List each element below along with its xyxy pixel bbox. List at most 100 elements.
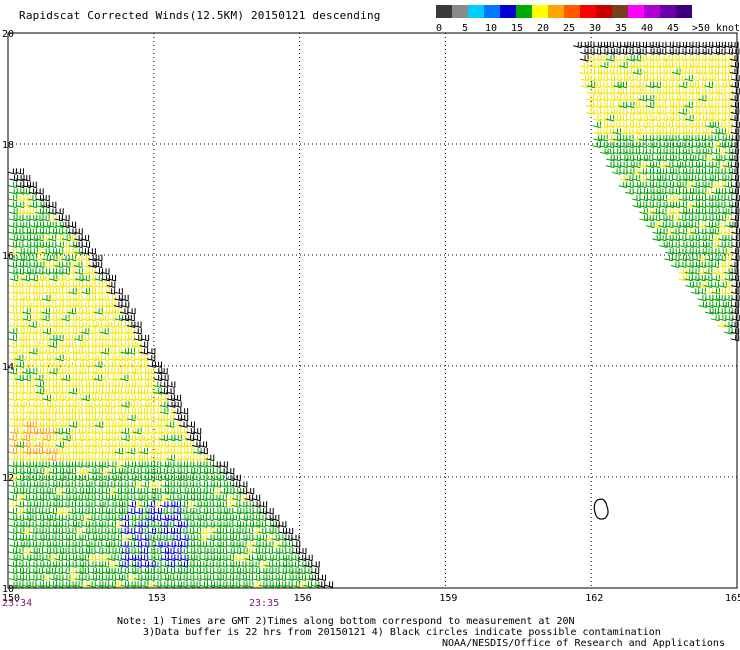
wind-barb <box>652 48 661 55</box>
wind-barb <box>684 214 694 222</box>
wind-barb <box>645 174 655 182</box>
wind-barb <box>54 214 63 222</box>
wind-barb <box>9 541 19 548</box>
wind-barb <box>28 401 38 408</box>
wind-barb <box>54 448 63 455</box>
wind-barb <box>67 501 76 508</box>
wind-barb <box>94 348 103 355</box>
wind-barb <box>704 41 714 49</box>
wind-barb <box>717 168 726 175</box>
wind-barb <box>120 487 129 495</box>
wind-barb <box>619 161 628 169</box>
wind-barb <box>119 421 129 428</box>
wind-barb <box>8 268 18 275</box>
wind-barb <box>612 161 622 169</box>
colorbar-segment <box>644 5 660 18</box>
wind-barb <box>88 421 97 428</box>
wind-barb <box>652 81 661 89</box>
wind-barb <box>277 541 287 548</box>
wind-barb <box>652 168 661 175</box>
wind-barb <box>730 181 740 189</box>
wind-barb <box>21 274 30 282</box>
wind-barb <box>179 441 188 448</box>
wind-barb <box>652 61 661 69</box>
wind-barb <box>113 567 122 575</box>
wind-barb <box>54 481 64 488</box>
wind-barb <box>645 75 655 82</box>
wind-barb <box>665 234 674 242</box>
wind-barb <box>74 294 83 302</box>
wind-barb <box>107 514 117 522</box>
wind-barb <box>178 474 188 482</box>
wind-barb <box>34 441 44 448</box>
wind-barb <box>8 308 18 315</box>
wind-barb <box>47 208 57 215</box>
wind-barb <box>15 208 25 215</box>
wind-barb <box>152 454 162 462</box>
wind-barb <box>710 174 720 182</box>
wind-barb <box>15 408 25 415</box>
wind-barb <box>41 554 51 562</box>
wind-barb <box>165 574 175 582</box>
wind-barb <box>678 115 688 122</box>
wind-barb <box>48 507 57 515</box>
wind-barb <box>191 554 201 562</box>
wind-barb <box>658 234 667 242</box>
wind-barb <box>231 581 241 588</box>
wind-barb <box>94 301 104 308</box>
wind-barb <box>14 348 24 355</box>
wind-barb <box>652 228 662 235</box>
wind-barb <box>27 514 37 522</box>
wind-barb <box>133 487 142 495</box>
wind-barb <box>160 554 169 562</box>
wind-barb <box>28 368 38 375</box>
wind-barb <box>703 248 713 255</box>
wind-barb <box>166 454 176 462</box>
wind-barb <box>114 561 124 568</box>
wind-barb <box>665 41 674 49</box>
wind-barb <box>54 268 64 275</box>
lon-tick-label: 156 <box>294 593 312 604</box>
wind-barb <box>139 487 149 495</box>
wind-barb <box>166 481 175 488</box>
wind-barb <box>22 468 32 475</box>
wind-barb <box>199 507 208 515</box>
wind-barb <box>21 414 31 422</box>
wind-barb <box>133 501 143 508</box>
wind-barb <box>41 581 50 588</box>
wind-barb <box>684 101 693 109</box>
wind-barb <box>41 374 51 382</box>
wind-barb <box>81 321 90 328</box>
wind-barb <box>612 154 621 162</box>
wind-barb <box>61 581 71 588</box>
wind-barb <box>172 527 182 535</box>
wind-barb <box>658 161 668 169</box>
wind-barb <box>139 388 149 395</box>
wind-barb <box>638 95 648 102</box>
wind-barb <box>8 567 18 575</box>
wind-barb <box>8 181 18 189</box>
wind-barb <box>199 487 208 495</box>
wind-barb <box>21 288 30 295</box>
wind-barb <box>54 274 64 282</box>
wind-barb <box>710 108 720 115</box>
wind-barb <box>173 414 183 422</box>
wind-barb <box>8 381 18 388</box>
wind-barb <box>48 274 58 282</box>
wind-barb <box>191 481 201 488</box>
wind-barb <box>107 301 116 308</box>
wind-barb <box>28 521 37 528</box>
wind-barb <box>15 234 25 242</box>
wind-barb <box>21 188 31 195</box>
wind-barb <box>185 434 195 442</box>
wind-barb <box>270 527 280 535</box>
wind-barb <box>671 41 681 49</box>
wind-barb <box>664 121 673 129</box>
wind-barb <box>28 181 37 189</box>
wind-barb <box>41 208 51 215</box>
wind-barb <box>159 501 169 508</box>
wind-barb <box>28 208 37 215</box>
wind-barb <box>68 554 77 562</box>
wind-barb <box>15 514 24 522</box>
